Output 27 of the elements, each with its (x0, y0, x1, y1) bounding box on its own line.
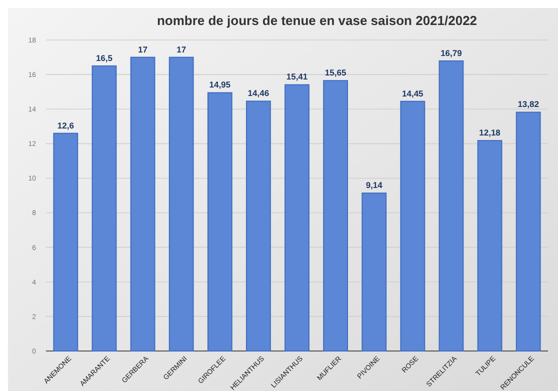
chart-title: nombre de jours de tenue en vase saison 2021/2022 (156, 13, 478, 28)
data-label: 17 (176, 44, 186, 54)
data-label: 17 (138, 44, 148, 54)
bar (284, 84, 310, 352)
bar (246, 100, 271, 352)
bar (130, 56, 156, 352)
data-label: 16,79 (440, 48, 462, 58)
bar (53, 132, 78, 352)
data-label: 12,18 (479, 128, 501, 138)
bar (207, 92, 232, 352)
data-label: 14,95 (209, 80, 231, 90)
data-label: 13,82 (518, 99, 540, 110)
bar (516, 112, 541, 352)
data-label: 9,14 (366, 180, 383, 190)
data-label: 14,45 (402, 88, 424, 98)
bar (362, 192, 387, 352)
bar (438, 60, 464, 352)
data-label: 14,46 (248, 88, 270, 98)
bar (92, 65, 117, 352)
bar (400, 100, 426, 352)
bar (168, 56, 194, 352)
data-label: 12,6 (57, 120, 74, 130)
data-label: 16,5 (96, 52, 113, 63)
bar (323, 80, 348, 352)
data-label: 15,41 (286, 72, 308, 82)
bar (477, 140, 502, 352)
data-label: 15,65 (324, 68, 346, 78)
